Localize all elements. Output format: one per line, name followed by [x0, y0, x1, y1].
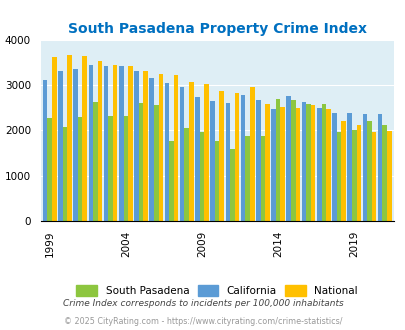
Bar [179, 87, 184, 221]
Bar [245, 136, 249, 221]
Bar [47, 118, 52, 221]
Bar [280, 107, 284, 221]
Bar [108, 116, 113, 221]
Text: © 2025 CityRating.com - https://www.cityrating.com/crime-statistics/: © 2025 CityRating.com - https://www.city… [64, 317, 341, 326]
Bar [347, 113, 351, 221]
Bar [104, 66, 108, 221]
Bar [301, 102, 305, 221]
Bar [260, 136, 264, 221]
Bar [199, 132, 204, 221]
Bar [336, 132, 341, 221]
Bar [325, 110, 330, 221]
Bar [225, 103, 230, 221]
Bar [173, 76, 178, 221]
Bar [169, 141, 173, 221]
Bar [331, 113, 336, 221]
Bar [366, 121, 371, 221]
Title: South Pasadena Property Crime Index: South Pasadena Property Crime Index [68, 22, 366, 36]
Bar [377, 114, 382, 221]
Bar [164, 83, 169, 221]
Bar [82, 56, 87, 221]
Bar [78, 117, 82, 221]
Bar [240, 95, 245, 221]
Bar [195, 97, 199, 221]
Bar [321, 105, 325, 221]
Bar [123, 116, 128, 221]
Bar [128, 66, 132, 221]
Bar [73, 69, 78, 221]
Bar [295, 108, 299, 221]
Bar [275, 99, 280, 221]
Bar [264, 104, 269, 221]
Bar [341, 121, 345, 221]
Bar [93, 102, 98, 221]
Bar [271, 109, 275, 221]
Bar [210, 101, 214, 221]
Bar [158, 74, 163, 221]
Bar [256, 100, 260, 221]
Bar [362, 114, 366, 221]
Bar [113, 65, 117, 221]
Bar [371, 132, 375, 221]
Bar [58, 71, 62, 221]
Bar [214, 141, 219, 221]
Bar [153, 105, 158, 221]
Bar [149, 78, 153, 221]
Bar [119, 66, 123, 221]
Bar [139, 103, 143, 221]
Bar [249, 87, 254, 221]
Bar [382, 125, 386, 221]
Bar [310, 105, 315, 221]
Bar [134, 71, 139, 221]
Bar [204, 83, 208, 221]
Bar [219, 91, 224, 221]
Text: Crime Index corresponds to incidents per 100,000 inhabitants: Crime Index corresponds to incidents per… [62, 299, 343, 308]
Legend: South Pasadena, California, National: South Pasadena, California, National [72, 281, 361, 300]
Bar [305, 104, 310, 221]
Bar [88, 65, 93, 221]
Bar [230, 148, 234, 221]
Bar [67, 55, 72, 221]
Bar [351, 130, 356, 221]
Bar [286, 96, 290, 221]
Bar [290, 100, 295, 221]
Bar [52, 57, 56, 221]
Bar [184, 128, 189, 221]
Bar [316, 108, 321, 221]
Bar [143, 71, 147, 221]
Bar [189, 82, 193, 221]
Bar [62, 127, 67, 221]
Bar [98, 61, 102, 221]
Bar [386, 131, 390, 221]
Bar [356, 125, 360, 221]
Bar [234, 93, 239, 221]
Bar [43, 81, 47, 221]
